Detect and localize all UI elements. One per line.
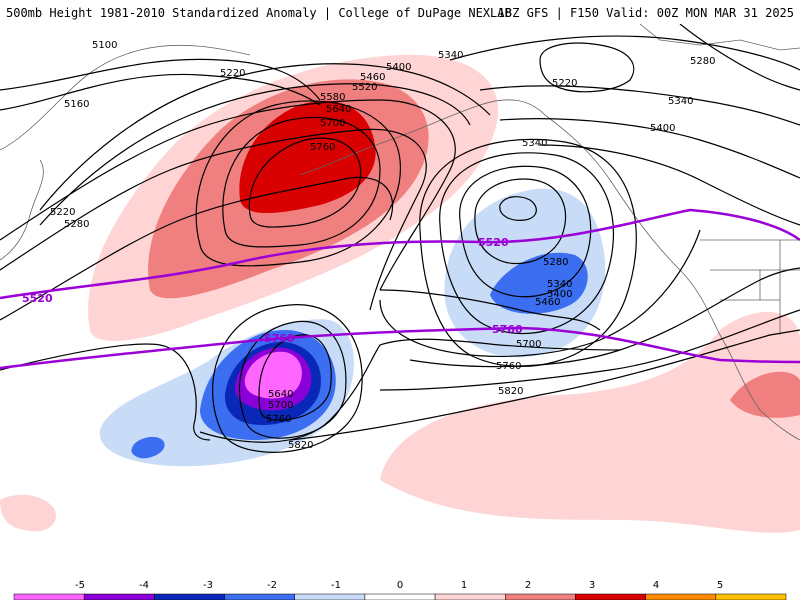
label-5820-cutoff: 5820 bbox=[288, 440, 313, 451]
legend-tick-label: 4 bbox=[653, 580, 659, 591]
climo-5520-line bbox=[0, 208, 800, 300]
climatology-contours bbox=[0, 208, 800, 370]
legend-tick-label: 0 bbox=[397, 580, 403, 591]
label-5280-east: 5280 bbox=[690, 56, 715, 67]
label-5460-north: 5460 bbox=[360, 72, 385, 83]
label-5220-west: 5220 bbox=[220, 68, 245, 79]
label-5220-east: 5220 bbox=[552, 78, 577, 89]
label-5340-east: 5340 bbox=[668, 96, 693, 107]
legend-swatch bbox=[364, 593, 436, 600]
anomaly-shading bbox=[0, 54, 800, 533]
label-5280-west: 5280 bbox=[64, 219, 89, 230]
label-5760-cutoff: 5760 bbox=[266, 414, 291, 425]
label-5160: 5160 bbox=[64, 99, 89, 110]
legend-swatch bbox=[575, 593, 646, 600]
label-5700-east: 5700 bbox=[516, 339, 541, 350]
color-legend: -5 -4 -3 -2 -1 0 1 2 3 4 5 bbox=[13, 580, 787, 600]
label-5340-mid: 5340 bbox=[522, 138, 547, 149]
legend-swatches bbox=[13, 593, 787, 600]
label-5340-low: 5340 bbox=[547, 279, 572, 290]
legend-swatch bbox=[224, 593, 295, 600]
label-5700-cutoff: 5700 bbox=[268, 400, 293, 411]
climo-5760-line bbox=[0, 326, 800, 370]
label-5640-north: 5640 bbox=[326, 104, 351, 115]
label-5760-east: 5760 bbox=[496, 361, 521, 372]
map-title: 500mb Height 1981-2010 Standardized Anom… bbox=[6, 6, 512, 20]
positive-anomaly-east bbox=[380, 311, 800, 533]
height-contours bbox=[0, 24, 800, 453]
legend-swatch bbox=[715, 593, 787, 600]
legend-swatch bbox=[645, 593, 717, 600]
label-5580-north: 5580 bbox=[320, 92, 345, 103]
climo-label-5520-east: 5520 bbox=[478, 236, 509, 249]
label-5400-north: 5400 bbox=[386, 62, 411, 73]
legend-tick-labels: -5 -4 -3 -2 -1 0 1 2 3 4 5 bbox=[75, 580, 723, 591]
label-5640-cutoff: 5640 bbox=[268, 389, 293, 400]
legend-swatch bbox=[13, 593, 85, 600]
legend-tick-label: 2 bbox=[525, 580, 531, 591]
legend-tick-label: 3 bbox=[589, 580, 595, 591]
label-5400-low: 5400 bbox=[547, 289, 572, 300]
label-5460-low: 5460 bbox=[535, 297, 560, 308]
legend-tick-label: 5 bbox=[717, 580, 723, 591]
label-5220-southwest: 5220 bbox=[50, 207, 75, 218]
legend-tick-label: -3 bbox=[203, 580, 213, 591]
legend-tick-label: -5 bbox=[75, 580, 85, 591]
legend-swatch bbox=[83, 593, 155, 600]
weather-map: 5100 5160 5220 5220 5280 5340 5400 5460 … bbox=[0, 24, 800, 533]
legend-tick-label: -4 bbox=[139, 580, 149, 591]
label-5520-north: 5520 bbox=[352, 82, 377, 93]
label-5340-north: 5340 bbox=[438, 50, 463, 61]
legend-swatch bbox=[434, 593, 506, 600]
negative-anomaly-small-patch bbox=[131, 436, 165, 459]
legend-tick-label: -1 bbox=[331, 580, 341, 591]
label-5280-low: 5280 bbox=[543, 257, 568, 268]
legend-tick-label: 1 bbox=[461, 580, 467, 591]
label-5820-east: 5820 bbox=[498, 386, 523, 397]
climo-label-5760-east: 5760 bbox=[492, 323, 523, 336]
legend-swatch bbox=[154, 593, 225, 600]
label-5760-north: 5760 bbox=[310, 142, 335, 153]
positive-anomaly-strong bbox=[239, 100, 376, 214]
coastlines bbox=[0, 24, 800, 441]
label-5700-north: 5700 bbox=[320, 118, 345, 129]
contour-labels: 5100 5160 5220 5220 5280 5340 5400 5460 … bbox=[22, 40, 715, 451]
header-bar: 500mb Height 1981-2010 Standardized Anom… bbox=[0, 0, 800, 24]
legend-swatch bbox=[505, 593, 576, 600]
positive-anomaly-mexico bbox=[730, 371, 800, 418]
label-5100: 5100 bbox=[92, 40, 117, 51]
legend-tick-label: -2 bbox=[267, 580, 277, 591]
negative-anomaly-northeast-strong bbox=[490, 252, 588, 314]
climo-label-5520-west: 5520 bbox=[22, 292, 53, 305]
model-run-info: 18Z GFS | F150 Valid: 00Z MON MAR 31 202… bbox=[497, 6, 794, 20]
label-5400-east: 5400 bbox=[650, 123, 675, 134]
climo-label-5760-west: 5760 bbox=[264, 332, 295, 345]
legend-swatch bbox=[294, 593, 366, 600]
positive-anomaly-southwest bbox=[0, 494, 56, 532]
